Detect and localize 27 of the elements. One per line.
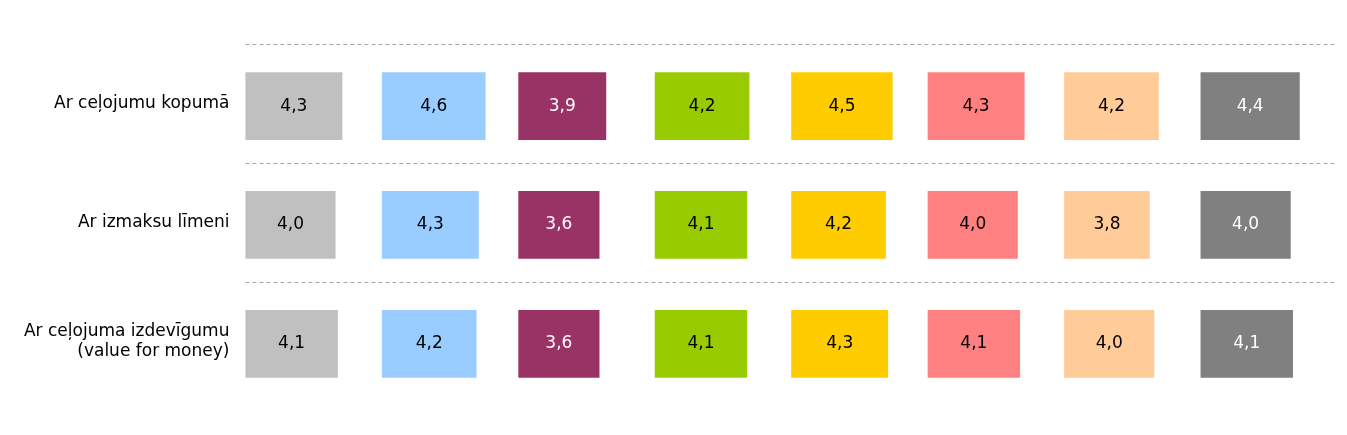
data-label: 3,8: [1093, 213, 1121, 234]
data-label: 4,4: [1236, 94, 1264, 115]
data-label: 4,0: [959, 213, 987, 234]
data-label: 4,1: [687, 332, 715, 353]
data-label: 4,0: [1095, 332, 1123, 353]
data-label: 4,0: [276, 213, 305, 234]
data-label: 4,2: [1097, 94, 1125, 115]
data-label: 3,6: [545, 332, 573, 353]
data-label: 4,2: [415, 332, 443, 353]
data-label: 4,3: [280, 94, 308, 115]
data-label: 4,2: [825, 213, 853, 234]
data-label: 4,0: [1232, 213, 1260, 234]
y-tick-label: Ar ceļojumu kopumā: [54, 92, 230, 113]
data-label: 4,1: [960, 332, 988, 353]
y-tick-label: Ar izmaksu līmeni: [77, 211, 230, 232]
data-label: 4,5: [828, 94, 856, 115]
data-label: 4,1: [1233, 332, 1261, 353]
data-label: 4,3: [962, 94, 990, 115]
data-label: 4,6: [420, 94, 448, 115]
data-label: 3,9: [548, 94, 576, 115]
data-label: 3,6: [545, 213, 573, 234]
data-label: 4,2: [688, 94, 716, 115]
data-label: 4,1: [278, 332, 306, 353]
data-label: 4,3: [826, 332, 854, 353]
y-tick-label: Ar ceļojuma izdevīgumu (value for money): [23, 319, 230, 361]
data-label: 4,1: [687, 213, 715, 234]
data-label: 4,3: [416, 213, 444, 234]
